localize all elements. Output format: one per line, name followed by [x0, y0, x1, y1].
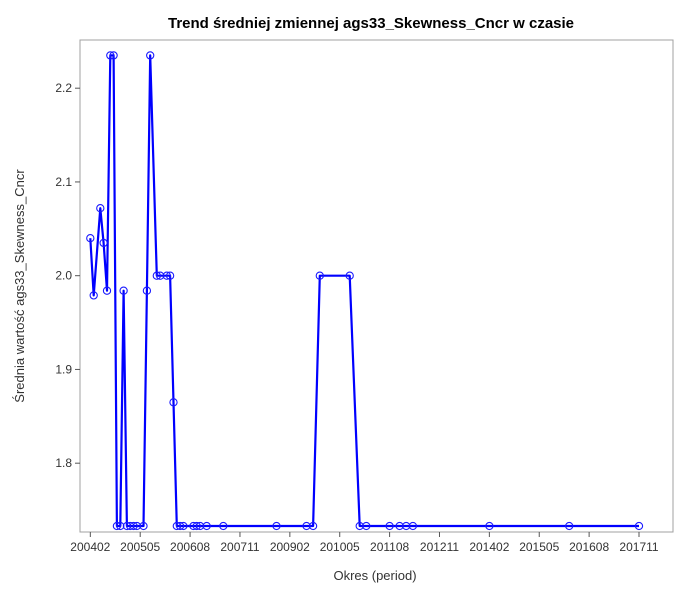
- data-point: [165, 271, 175, 280]
- y-tick-label: 2.0: [55, 269, 72, 283]
- data-point: [119, 286, 128, 295]
- y-tick-label: 1.8: [55, 456, 72, 470]
- data-point: [152, 271, 161, 280]
- data-point: [142, 286, 152, 295]
- series-line: [89, 54, 639, 528]
- x-tick-label: 200608: [170, 540, 210, 554]
- data-point: [106, 51, 115, 60]
- y-axis: 1.8 1.9 2.0 2.1 2.2: [55, 81, 80, 470]
- x-tick-label: 200402: [70, 540, 110, 554]
- x-tick-label: 201608: [569, 540, 609, 554]
- data-point: [175, 521, 185, 531]
- data-point: [362, 521, 371, 531]
- x-axis-label: Okres (period): [333, 568, 416, 583]
- data-point: [565, 521, 574, 531]
- data-point: [179, 521, 188, 531]
- x-tick-label: 201402: [469, 540, 509, 554]
- data-point: [146, 51, 155, 60]
- x-tick-label: 201505: [519, 540, 559, 554]
- data-point: [408, 521, 418, 531]
- data-point: [109, 51, 118, 60]
- data-point: [96, 204, 105, 213]
- x-tick-label: 201711: [619, 540, 658, 554]
- y-axis-label: Średnia wartość ags33_Skewness_Cncr: [12, 169, 27, 403]
- data-point: [102, 286, 112, 295]
- data-point: [634, 521, 644, 531]
- y-tick-label: 1.9: [55, 362, 72, 376]
- x-tick-label: 201108: [370, 540, 409, 554]
- plot-frame: [79, 39, 674, 533]
- y-tick-label: 2.1: [55, 175, 72, 189]
- data-point: [202, 521, 211, 531]
- data-point: [345, 271, 354, 280]
- data-point: [385, 521, 394, 531]
- data-point: [89, 291, 98, 300]
- chart-title: Trend średniej zmiennej ags33_Skewness_C…: [168, 15, 574, 32]
- data-point: [395, 521, 404, 531]
- data-point: [172, 521, 181, 531]
- data-point: [192, 521, 201, 531]
- x-axis: 200402 200505 200608 200711 200902 201005 2011…: [70, 532, 659, 554]
- data-point: [219, 521, 228, 531]
- x-tick-label: 201005: [320, 540, 360, 554]
- data-point: [195, 521, 205, 531]
- y-tick-label: 2.2: [55, 81, 72, 95]
- data-point: [169, 398, 178, 407]
- data-point: [116, 521, 125, 531]
- data-point: [302, 521, 311, 531]
- data-point: [162, 271, 171, 280]
- data-point: [99, 238, 108, 248]
- data-point: [112, 521, 122, 531]
- x-tick-label: 200711: [220, 540, 259, 554]
- data-point: [156, 271, 165, 280]
- x-tick-label: 201211: [420, 540, 459, 554]
- data-point: [139, 521, 148, 531]
- data-point: [272, 521, 281, 531]
- data-point: [129, 521, 138, 531]
- data-point: [485, 521, 494, 531]
- data-point: [355, 521, 364, 531]
- x-tick-label: 200505: [120, 540, 160, 554]
- data-point: [132, 521, 142, 531]
- series-layer: [86, 51, 644, 531]
- data-point: [315, 271, 324, 280]
- x-tick-label: 200902: [270, 540, 310, 554]
- data-point: [86, 234, 95, 243]
- data-point: [308, 521, 318, 531]
